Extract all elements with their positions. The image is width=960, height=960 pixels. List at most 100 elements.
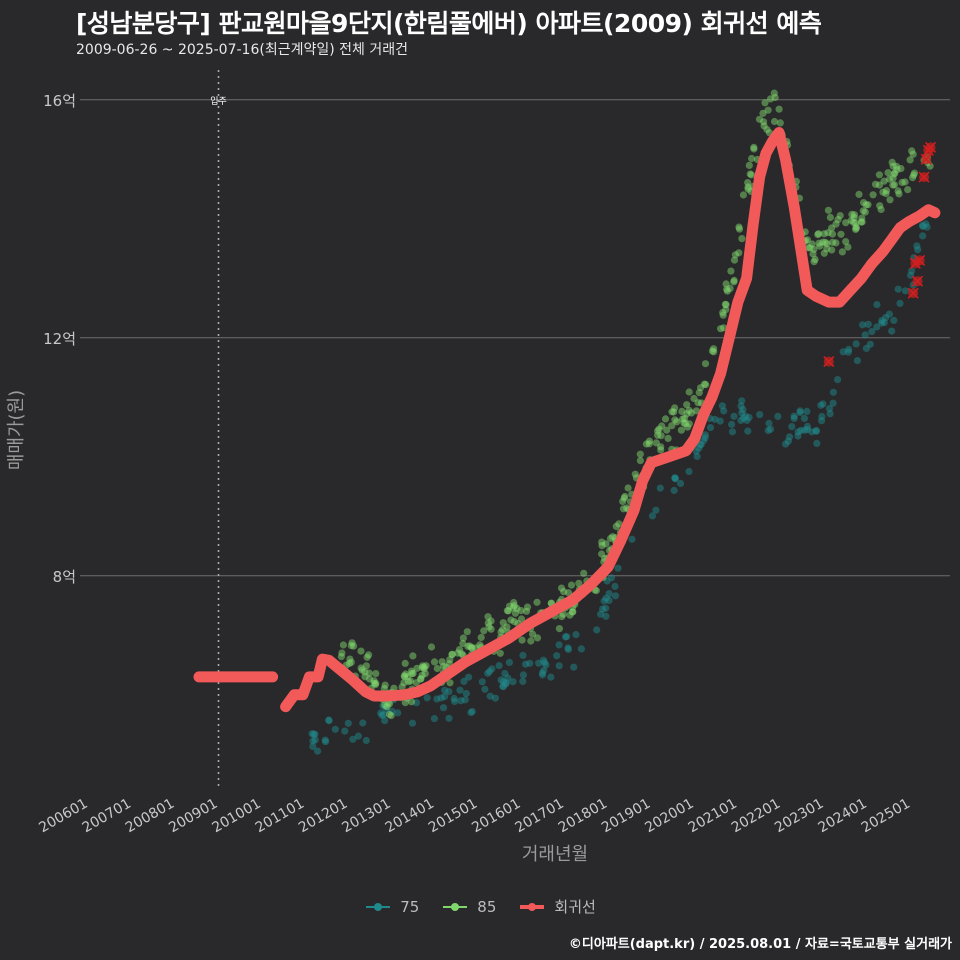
point-85: [910, 171, 918, 179]
point-85: [820, 249, 828, 257]
point-85: [708, 347, 717, 355]
point-75: [765, 419, 773, 427]
point-85: [412, 679, 420, 687]
x-axis-title: 거래년월: [522, 844, 588, 865]
point-75: [677, 479, 685, 488]
point-85: [759, 109, 767, 117]
point-85: [838, 248, 847, 256]
point-85: [763, 125, 771, 134]
point-75: [790, 412, 798, 420]
point-85: [350, 642, 358, 650]
point-85: [815, 230, 823, 238]
x-tick-label: 202101: [686, 796, 740, 837]
point-75: [868, 328, 876, 336]
x-tick-label: 202301: [772, 796, 826, 837]
annotation-label: 입주: [210, 95, 227, 107]
point-75: [564, 645, 573, 654]
point-75: [572, 631, 580, 639]
legend-item-85[interactable]: 85: [441, 896, 496, 917]
point-75: [394, 709, 402, 717]
point-75: [570, 663, 578, 671]
point-75: [706, 424, 715, 432]
point-75: [834, 376, 842, 384]
point-85: [880, 177, 888, 185]
point-85: [560, 588, 568, 596]
point-85: [338, 649, 346, 657]
point-75: [481, 685, 489, 693]
legend-item-regression[interactable]: 회귀선: [518, 896, 596, 917]
point-85: [401, 699, 409, 707]
point-75: [796, 407, 804, 415]
point-75: [441, 693, 449, 701]
point-75: [354, 732, 362, 740]
point-85: [738, 235, 746, 243]
point-75: [310, 730, 318, 738]
point-85: [884, 169, 892, 177]
point-75: [577, 645, 586, 653]
legend-item-75[interactable]: 75: [364, 896, 419, 917]
point-85: [381, 701, 389, 709]
point-75: [555, 641, 563, 649]
point-75: [598, 605, 607, 613]
point-75: [894, 285, 902, 293]
point-75: [695, 444, 703, 452]
point-85: [497, 628, 505, 636]
point-85: [533, 634, 542, 642]
point-85: [852, 225, 860, 233]
point-85: [407, 677, 415, 685]
x-tick-label: 201701: [512, 796, 566, 837]
point-85: [409, 669, 417, 678]
point-85: [876, 202, 884, 210]
point-75: [728, 420, 736, 428]
y-tick-label: 8억: [53, 568, 76, 586]
x-tick-label: 200901: [166, 796, 220, 837]
point-85: [683, 401, 691, 409]
point-85: [886, 196, 894, 204]
point-75: [862, 344, 871, 352]
point-85: [527, 637, 535, 645]
point-75: [813, 439, 821, 447]
cancelled-markers: [823, 141, 937, 368]
point-75: [671, 474, 679, 482]
point-75: [794, 428, 802, 436]
point-75: [505, 658, 513, 667]
point-85: [735, 223, 743, 231]
point-75: [764, 426, 772, 435]
point-85: [664, 434, 672, 442]
point-85: [671, 404, 679, 412]
point-85: [739, 191, 748, 199]
point-75: [819, 400, 827, 408]
point-85: [832, 220, 840, 228]
point-75: [441, 686, 449, 694]
point-85: [683, 410, 691, 418]
point-75: [648, 512, 657, 520]
point-85: [828, 230, 837, 238]
point-85: [904, 186, 912, 194]
point-85: [362, 662, 370, 670]
legend-key-75: [364, 901, 392, 913]
point-75: [478, 678, 486, 686]
point-75: [341, 727, 349, 735]
point-85: [401, 673, 409, 681]
point-75: [801, 426, 809, 434]
point-85: [748, 154, 756, 163]
point-75: [873, 301, 881, 309]
point-75: [611, 592, 620, 600]
point-85: [438, 658, 446, 666]
point-85: [677, 426, 686, 434]
point-85: [810, 245, 818, 253]
point-75: [784, 437, 793, 445]
point-85: [645, 440, 653, 448]
point-75: [314, 747, 322, 755]
point-85: [668, 422, 676, 430]
point-75: [547, 673, 555, 681]
point-75: [433, 695, 441, 703]
point-85: [685, 388, 693, 396]
point-85: [885, 175, 894, 183]
point-75: [826, 410, 834, 418]
point-75: [737, 402, 745, 410]
point-85: [844, 243, 852, 251]
point-75: [756, 411, 764, 419]
point-85: [857, 218, 865, 226]
point-75: [359, 719, 367, 727]
